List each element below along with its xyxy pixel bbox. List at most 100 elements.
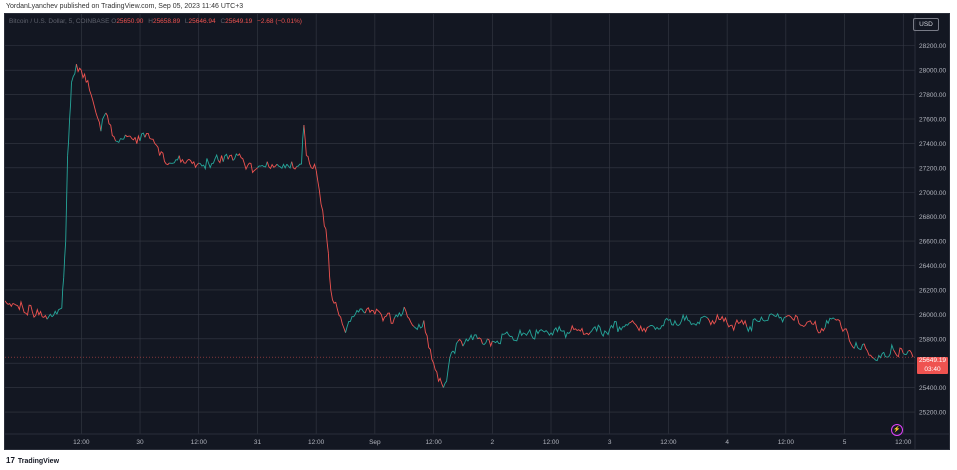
y-tick-label: 26200.00 — [919, 287, 946, 294]
y-tick-label: 27200.00 — [919, 165, 946, 172]
brand-name: TradingView — [17, 458, 60, 465]
x-tick-label: 30 — [136, 439, 144, 446]
chart-pane[interactable]: 25200.0025400.0025600.0025800.0026000.00… — [4, 13, 950, 450]
x-tick-label: 5 — [843, 439, 847, 446]
price-segment — [71, 64, 77, 83]
price-segment — [42, 314, 48, 320]
price-segment — [442, 350, 454, 388]
x-tick-label: 12:00 — [778, 439, 795, 446]
x-tick-label: 12:00 — [73, 439, 90, 446]
price-segment — [100, 112, 107, 132]
tradingview-branding: 17 TradingView — [6, 456, 59, 465]
price-segment — [394, 306, 405, 319]
price-segment — [134, 134, 141, 144]
price-segment — [320, 204, 327, 230]
y-tick-label: 27800.00 — [919, 92, 946, 99]
last-price-value: 25649.19 — [918, 357, 947, 364]
price-segment — [609, 321, 630, 333]
price-segment — [472, 334, 479, 341]
price-segment — [893, 347, 904, 358]
price-segment — [403, 306, 415, 327]
price-segment — [169, 155, 180, 164]
price-segment — [120, 134, 126, 140]
timeline-marker-icon[interactable]: ⚡ — [891, 424, 903, 436]
price-segment — [306, 155, 312, 168]
price-segment — [785, 314, 806, 328]
price-segment — [766, 312, 787, 324]
x-tick-label: 12:00 — [425, 439, 442, 446]
price-segment — [110, 125, 117, 142]
price-segment — [327, 253, 332, 290]
publisher-line: YordanLyanchev published on TradingView.… — [6, 3, 244, 10]
price-segment — [257, 161, 268, 169]
price-segment — [301, 125, 305, 165]
y-tick-label: 25200.00 — [919, 410, 946, 417]
y-tick-label: 27600.00 — [919, 117, 946, 124]
price-segment — [178, 155, 190, 164]
price-segment — [12, 300, 24, 311]
price-segment — [217, 155, 224, 164]
price-segment — [144, 132, 151, 139]
price-segment — [115, 138, 121, 144]
price-segment — [903, 350, 909, 355]
price-segment — [511, 328, 532, 342]
x-tick-label: 12:00 — [660, 439, 677, 446]
price-segment — [90, 94, 97, 114]
price-segment — [589, 324, 611, 338]
price-segment — [296, 163, 302, 168]
price-segment — [315, 170, 322, 205]
price-segment — [457, 338, 464, 347]
price-segment — [746, 316, 767, 333]
y-tick-label: 26000.00 — [919, 312, 946, 319]
price-segment — [487, 338, 493, 348]
price-segment — [51, 310, 58, 318]
price-segment — [873, 351, 885, 362]
price-segment — [462, 338, 469, 347]
price-segment — [198, 158, 209, 171]
price-segment — [452, 340, 459, 355]
price-segment — [477, 337, 483, 344]
price-segment — [354, 308, 366, 315]
price-segment — [531, 328, 552, 340]
price-segment — [105, 112, 111, 126]
price-segment — [69, 82, 72, 120]
price-segment — [139, 132, 146, 142]
price-segment — [31, 307, 43, 318]
currency-button[interactable]: USD — [913, 18, 939, 31]
legend-high: H25658.89 — [148, 18, 181, 25]
x-tick-label: 12:00 — [308, 439, 325, 446]
price-segment — [237, 153, 249, 171]
price-segment — [482, 338, 488, 346]
price-segment — [67, 118, 71, 156]
price-segment — [247, 162, 258, 174]
price-chart[interactable]: 25200.0025400.0025600.0025800.0026000.00… — [5, 14, 949, 449]
price-segment — [340, 316, 346, 333]
y-tick-label: 26800.00 — [919, 214, 946, 221]
price-segment — [227, 154, 234, 161]
price-segment — [433, 363, 444, 388]
price-segment — [95, 112, 102, 132]
price-segment — [129, 135, 136, 141]
price-segment — [63, 241, 67, 278]
price-segment — [834, 318, 845, 333]
price-segment — [291, 161, 297, 170]
x-tick-label: 12:00 — [895, 439, 912, 446]
candle-countdown: 03:40 — [924, 365, 941, 373]
price-segment — [325, 228, 329, 254]
y-tick-label: 26400.00 — [919, 263, 946, 270]
price-segment — [5, 300, 14, 308]
x-tick-label: 12:00 — [191, 439, 208, 446]
price-segment — [413, 320, 425, 331]
y-tick-label: 28000.00 — [919, 68, 946, 75]
x-tick-label: 4 — [725, 439, 729, 446]
price-segment — [65, 155, 69, 242]
price-segment — [883, 343, 894, 358]
price-segment — [467, 333, 474, 342]
price-segment — [805, 320, 826, 334]
price-segment — [492, 331, 512, 345]
y-tick-label: 27400.00 — [919, 141, 946, 148]
y-tick-label: 27000.00 — [919, 190, 946, 197]
price-segment — [311, 162, 317, 171]
price-segment — [188, 158, 200, 169]
price-segment — [726, 318, 748, 332]
